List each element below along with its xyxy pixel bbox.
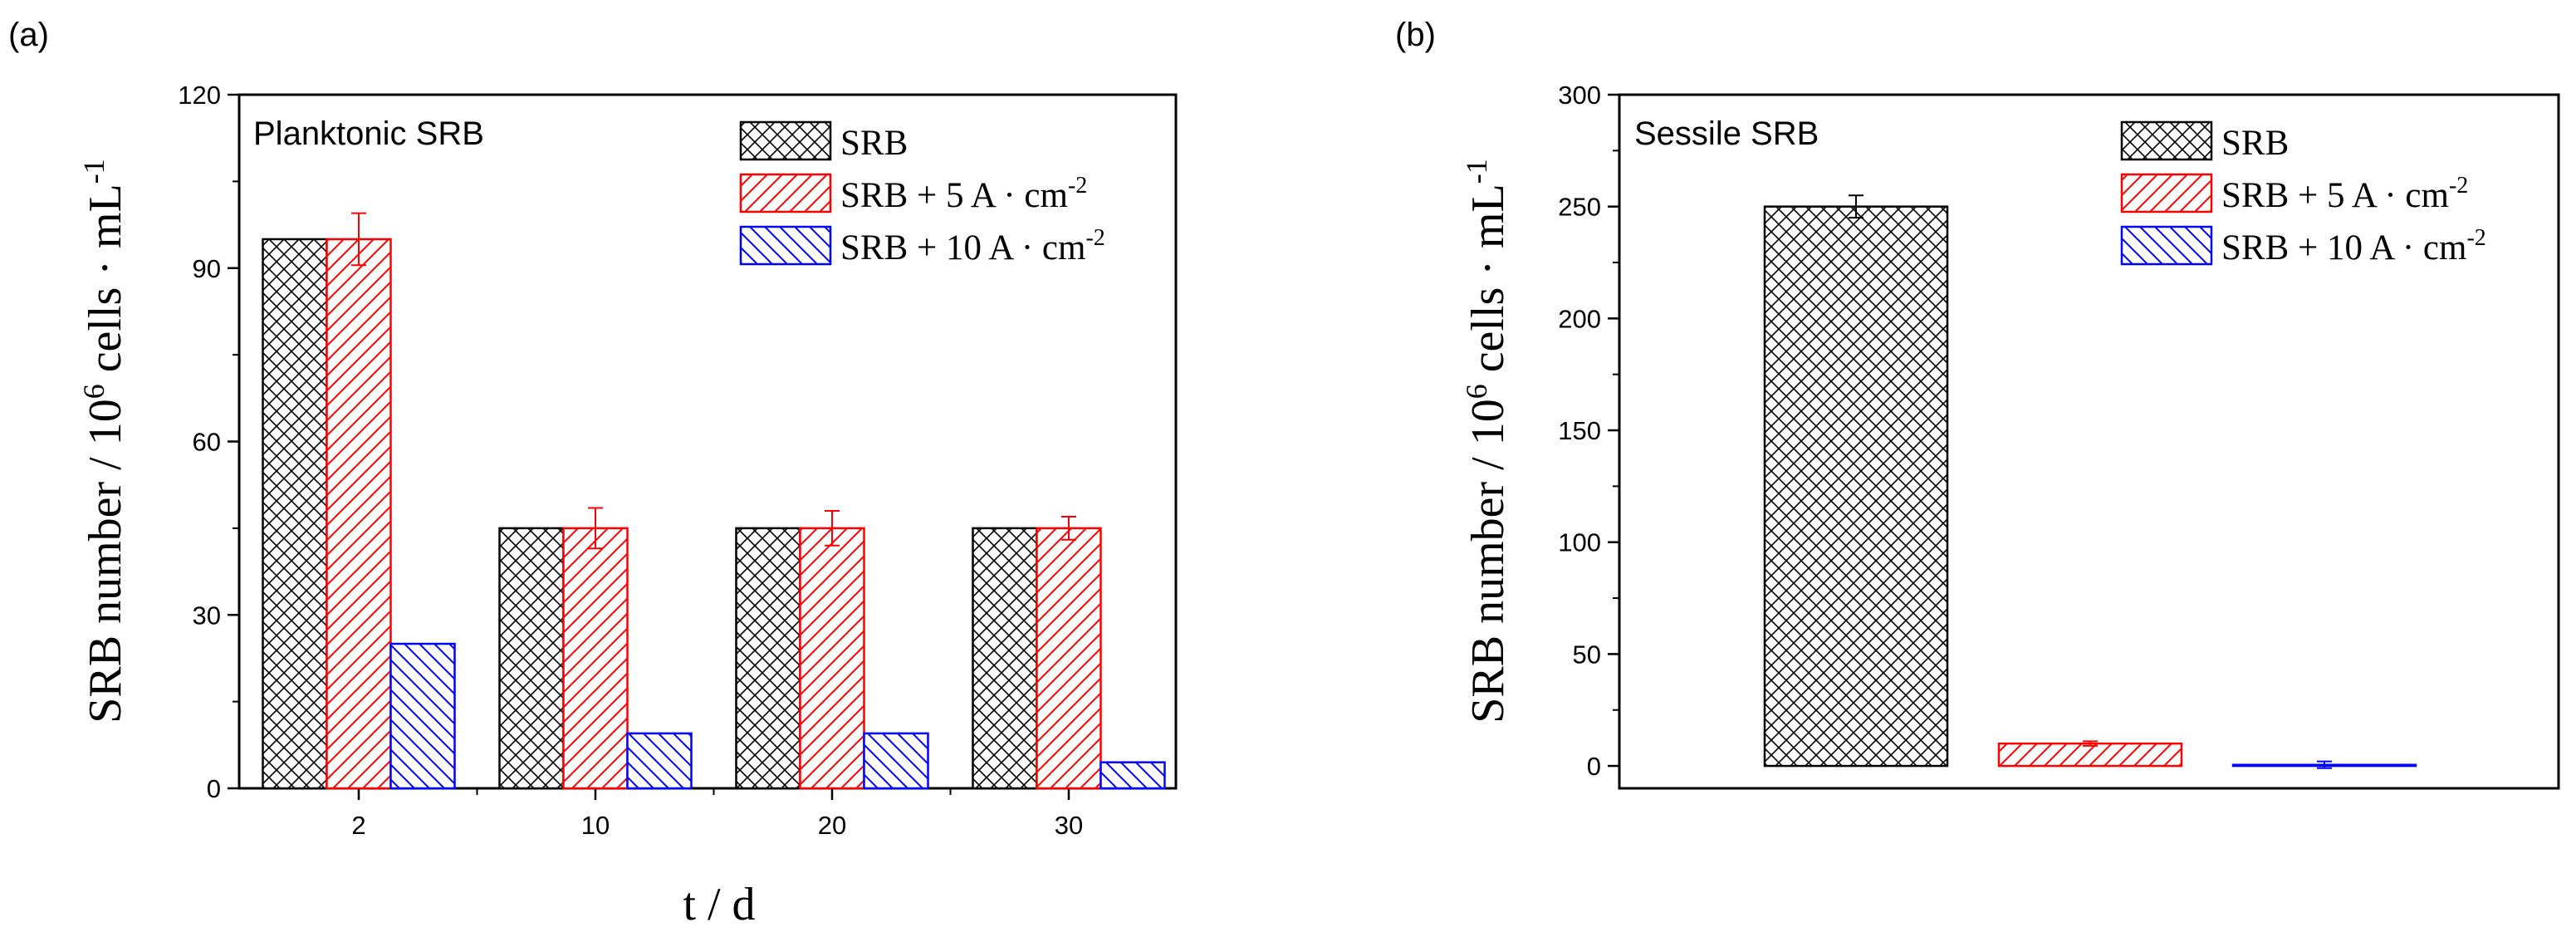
panel-label-a: (a) xyxy=(8,17,49,53)
bar-srb-5-a-cm xyxy=(799,527,865,790)
y-tick-label: 250 xyxy=(1558,193,1601,222)
x-tick-label: 30 xyxy=(1055,811,1083,840)
y-tick-label: 150 xyxy=(1558,416,1601,445)
legend-item: SRB + 5 A · cm-2 xyxy=(2120,173,2468,215)
legend-label: SRB + 5 A · cm-2 xyxy=(840,173,1087,215)
bar-srb-5-a-cm xyxy=(326,238,392,790)
x-axis-a: 2 10 20 30 xyxy=(351,788,1083,840)
bar-srb-5-a-cm xyxy=(562,527,629,790)
bar-srb-10-a-cm xyxy=(389,642,456,790)
bars-b xyxy=(1763,194,2417,769)
panel-label-b: (b) xyxy=(1395,17,1436,53)
legend-swatch xyxy=(2120,173,2213,213)
bar-srb-5-a-cm xyxy=(1036,527,1102,790)
legend-item: SRB xyxy=(739,120,908,163)
x-tick-label: 2 xyxy=(351,811,365,840)
bar-srb xyxy=(735,527,801,790)
y-tick-label: 0 xyxy=(207,774,221,803)
error-bar xyxy=(351,212,366,267)
inset-title-a: Planktonic SRB xyxy=(253,115,484,152)
y-tick-label: 30 xyxy=(193,601,221,630)
x-tick-label: 10 xyxy=(581,811,610,840)
error-bar xyxy=(2083,740,2098,747)
y-axis-title-a: SRB number / 106 cells · mL-1 xyxy=(77,159,131,724)
bars-a xyxy=(262,212,1166,790)
legend-swatch xyxy=(2120,225,2213,266)
legend-item: SRB + 10 A · cm-2 xyxy=(739,225,1105,267)
y-tick-label: 120 xyxy=(178,81,221,110)
legend-label: SRB xyxy=(2221,124,2289,163)
bar-srb-10-a-cm xyxy=(626,732,693,790)
y-tick-label: 200 xyxy=(1558,304,1601,333)
y-tick-label: 300 xyxy=(1558,81,1601,110)
y-tick-label: 50 xyxy=(1573,640,1601,669)
bar-srb xyxy=(262,238,328,790)
legend-swatch xyxy=(739,225,832,266)
error-bar xyxy=(1061,515,1076,541)
legend-swatch xyxy=(2120,120,2213,161)
legend-label: SRB xyxy=(840,124,908,163)
x-axis-title-a: t / d xyxy=(683,879,755,930)
y-axis-b: 0 50 100 150 200 250 300 xyxy=(1558,81,1619,781)
inset-title-b: Sessile SRB xyxy=(1634,115,1819,152)
legend-item: SRB + 10 A · cm-2 xyxy=(2120,225,2486,267)
bar-srb-10-a-cm xyxy=(1099,761,1166,790)
legend-item: SRB xyxy=(2120,120,2289,163)
bar-srb xyxy=(1763,205,1949,768)
bar-srb-5-a-cm xyxy=(1997,742,2183,768)
legend-a: SRB SRB + 5 A · cm-2 SRB + 10 A · cm-2 xyxy=(739,120,1105,267)
error-bar xyxy=(1849,194,1863,219)
legend-swatch xyxy=(739,120,832,161)
x-tick-label: 20 xyxy=(818,811,846,840)
y-tick-label: 60 xyxy=(193,428,221,457)
error-bar xyxy=(588,507,603,550)
bar-srb xyxy=(972,527,1038,790)
legend-label: SRB + 10 A · cm-2 xyxy=(840,225,1105,267)
panel-a-planktonic: (a) Planktonic SRB 0 30 60 90 120 2 10 20 30 SR… xyxy=(8,17,1178,930)
y-tick-label: 0 xyxy=(1587,752,1601,781)
legend-b: SRB SRB + 5 A · cm-2 SRB + 10 A · cm-2 xyxy=(2120,120,2486,267)
y-tick-label: 100 xyxy=(1558,528,1601,557)
error-bar xyxy=(825,510,840,547)
legend-item: SRB + 5 A · cm-2 xyxy=(739,173,1087,215)
bar-srb-10-a-cm xyxy=(863,732,929,790)
y-axis-a: 0 30 60 90 120 xyxy=(178,81,239,803)
y-tick-label: 90 xyxy=(193,254,221,283)
bar-srb xyxy=(498,527,565,790)
legend-swatch xyxy=(739,173,832,213)
error-bar xyxy=(2317,760,2332,769)
y-axis-title-b: SRB number / 106 cells · mL-1 xyxy=(1460,159,1514,724)
legend-label: SRB + 10 A · cm-2 xyxy=(2221,225,2486,267)
plot-frame-b xyxy=(1618,93,2560,790)
legend-label: SRB + 5 A · cm-2 xyxy=(2221,173,2468,215)
